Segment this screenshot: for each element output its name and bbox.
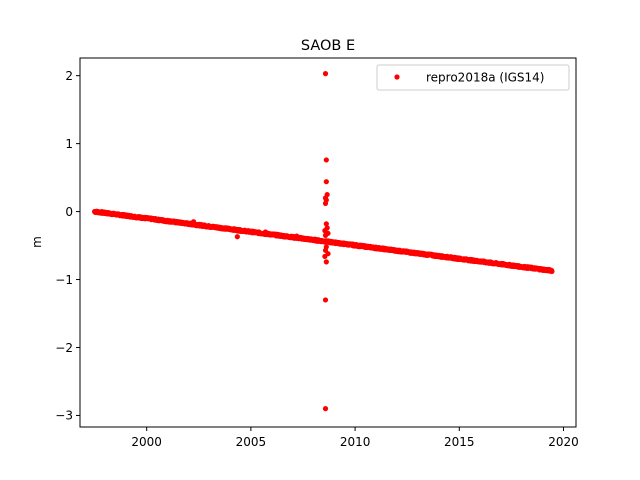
y-tick-label: −1 — [55, 273, 73, 287]
data-point-outlier — [322, 200, 329, 207]
legend-label: repro2018a (IGS14) — [426, 71, 544, 85]
legend-marker — [394, 74, 400, 80]
data-point — [549, 268, 555, 275]
x-tick-label: 2020 — [548, 435, 579, 449]
y-tick-label: −2 — [55, 341, 73, 355]
data-point-outlier — [323, 259, 329, 265]
y-tick-label: 0 — [65, 205, 73, 219]
legend-box — [376, 64, 570, 91]
x-tick-label: 2005 — [236, 435, 267, 449]
data-point-outlier — [322, 406, 329, 412]
y-tick-label: 1 — [65, 137, 73, 151]
data-point-outlier — [294, 233, 300, 239]
x-tick-label: 2000 — [131, 435, 162, 449]
data-point-outlier — [323, 221, 329, 227]
data-point-outlier — [333, 239, 339, 245]
data-layer — [91, 71, 555, 412]
data-point-outlier — [323, 179, 329, 185]
x-tick-label: 2010 — [340, 435, 371, 449]
y-axis-label: m — [30, 236, 44, 248]
data-point-outlier — [322, 253, 328, 260]
x-tick-label: 2015 — [444, 435, 475, 449]
data-point-outlier — [190, 219, 197, 225]
plot-frame — [79, 57, 577, 428]
chart-title: SAOB E — [301, 38, 355, 54]
y-tick-label: 2 — [65, 69, 73, 83]
legend: repro2018a (IGS14) — [376, 64, 570, 91]
axis-ticks: 2000 2005 2010 2015 2020 −3 −2 −1 0 1 2 — [55, 69, 578, 449]
data-point-outlier — [323, 157, 329, 163]
data-point-outlier — [322, 232, 329, 238]
data-point-outlier — [322, 71, 329, 77]
data-point-outlier — [262, 229, 269, 235]
data-point-outlier — [322, 297, 329, 303]
y-tick-label: −3 — [55, 409, 73, 423]
data-point-outlier — [234, 234, 240, 240]
